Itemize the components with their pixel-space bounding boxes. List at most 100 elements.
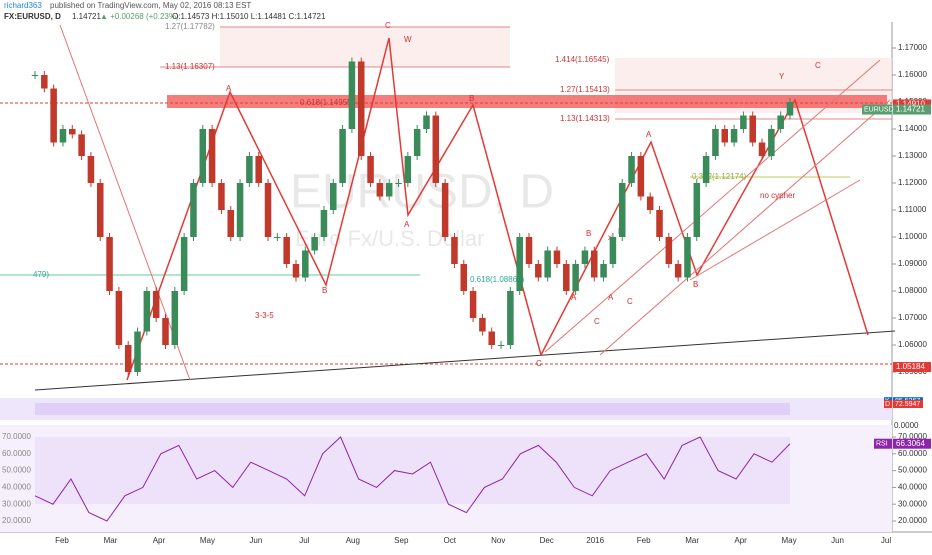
rsi-name-box	[874, 438, 892, 449]
candle	[451, 237, 458, 264]
rsi-line	[34, 436, 791, 522]
last: 1.14721	[72, 12, 101, 21]
candle	[246, 156, 253, 183]
candle	[768, 129, 775, 156]
rsi-tick-label-left: 50.0000	[2, 466, 31, 475]
candle	[143, 291, 151, 332]
wave-label: B	[322, 286, 327, 295]
resistance-zone	[167, 95, 887, 108]
candle	[525, 237, 533, 264]
price-marker	[893, 99, 931, 110]
time-label: Apr	[153, 536, 166, 545]
candle	[507, 291, 514, 345]
candle	[441, 183, 449, 237]
time-label: Oct	[444, 536, 457, 545]
price-tick-label: 1.09000	[898, 259, 927, 268]
candle	[749, 115, 756, 143]
price-marker	[893, 104, 931, 115]
stoch-marker-label: 72.5947	[895, 401, 920, 408]
price-marker-label: 1.05184	[896, 362, 925, 371]
candle	[432, 115, 440, 183]
price-marker-label: 1.14721	[896, 105, 925, 114]
time-label: Jun	[831, 536, 844, 545]
fib-label: 479)	[33, 270, 49, 279]
time-label: Nov	[491, 536, 505, 545]
rsi-tick-label-left: 40.0000	[2, 483, 31, 492]
candle	[469, 291, 477, 318]
candle	[423, 115, 430, 129]
candle	[236, 183, 244, 237]
candle	[376, 183, 384, 197]
time-label: Mar	[685, 536, 699, 545]
candle	[41, 75, 48, 89]
channel	[689, 179, 861, 281]
rsi-tick-label: 60.0000	[898, 449, 927, 458]
wave-label: B	[586, 229, 591, 238]
wave-label: A	[226, 84, 232, 93]
candle	[730, 129, 738, 143]
rsi-band	[35, 437, 790, 504]
candle	[152, 291, 160, 318]
candle	[302, 250, 309, 278]
price-tick-label: 1.11000	[898, 205, 927, 214]
candle	[646, 196, 654, 210]
wave-label: C	[536, 359, 542, 368]
price-tick-label: 1.07000	[898, 313, 927, 322]
stoch-name-box	[884, 400, 892, 409]
time-label: Feb	[55, 536, 69, 545]
candle	[385, 183, 393, 197]
trend-line	[34, 330, 896, 391]
time-label: Aug	[346, 536, 360, 545]
candle	[50, 88, 57, 143]
price-tick-label: 1.14000	[898, 124, 927, 133]
stoch-bottom: 0.0000	[894, 421, 919, 430]
fib-label: 0.618(1.08868)	[470, 275, 525, 284]
candle	[339, 129, 346, 183]
fib-label: 1.27(1.17782)	[165, 22, 215, 31]
rsi-tick-label-left: 20.0000	[2, 516, 31, 525]
rsi-tick-label: 70.0000	[898, 432, 927, 441]
candle	[674, 264, 682, 278]
candle	[134, 331, 141, 372]
time-label: May	[200, 536, 215, 545]
time-label: Dec	[540, 536, 554, 545]
candle	[227, 210, 235, 237]
rsi-tick-label: 20.0000	[898, 516, 927, 525]
candle	[702, 156, 710, 183]
channel	[599, 99, 891, 356]
wave-label: C	[385, 21, 391, 30]
wave-label: no cypher	[760, 191, 795, 200]
wave-label: A	[404, 220, 410, 229]
candle	[656, 210, 663, 237]
fib-zone	[220, 27, 510, 67]
candle	[600, 264, 607, 278]
wave-label: 3-3-5	[255, 311, 274, 320]
candle	[758, 142, 766, 156]
wave-label: B	[469, 94, 474, 103]
wave-label: A	[646, 130, 652, 139]
price-tick-label: 1.10000	[898, 232, 927, 241]
candle	[330, 183, 337, 210]
rsi-tick-label: 50.0000	[898, 466, 927, 475]
candle	[171, 291, 179, 345]
author: richard363	[4, 1, 42, 10]
candle	[274, 237, 281, 238]
candle	[609, 237, 617, 264]
candle	[264, 183, 272, 237]
stoch-band	[35, 403, 790, 415]
candle	[162, 318, 169, 345]
time-label: Feb	[637, 536, 651, 545]
candle	[572, 264, 579, 291]
candle	[124, 345, 132, 372]
candle	[693, 183, 701, 237]
candle	[563, 264, 570, 291]
stoch-marker	[893, 400, 923, 409]
candle	[199, 129, 207, 183]
candle	[413, 129, 421, 156]
price-marker	[893, 362, 931, 373]
candle	[292, 264, 300, 278]
zigzag	[126, 37, 542, 381]
candle	[367, 156, 374, 183]
rsi-tick-label-left: 60.0000	[2, 449, 31, 458]
